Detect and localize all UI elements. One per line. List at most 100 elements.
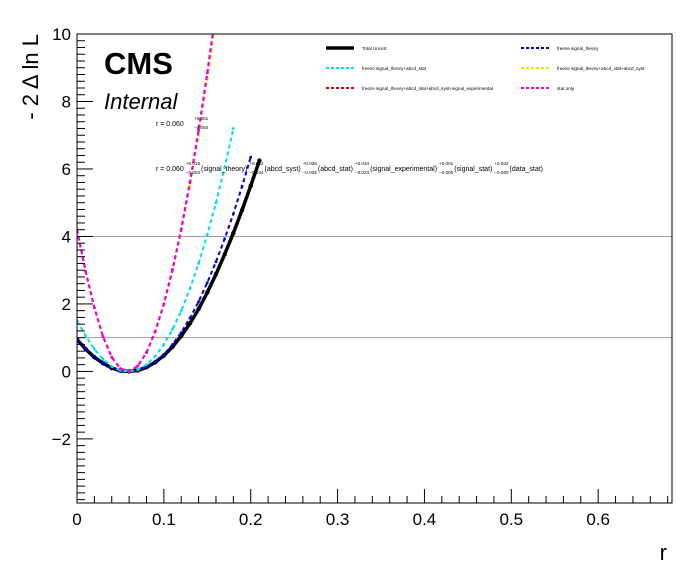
annotation-2-term: (signal_theory) — [201, 166, 247, 173]
data-point — [92, 355, 96, 359]
data-point — [214, 201, 218, 205]
x-tick-label: 0.1 — [152, 510, 176, 529]
annotation-2-term: (abcd_stat) — [318, 166, 353, 173]
data-point — [153, 360, 157, 364]
y-tick-label: 10 — [52, 25, 71, 44]
data-point — [171, 343, 174, 346]
data-point — [223, 237, 227, 241]
y-tick-label: 0 — [62, 362, 71, 381]
data-point — [179, 331, 183, 335]
legend-entry: Total Uncert. — [362, 46, 388, 51]
annotation-2-main: r = 0.060 — [156, 166, 184, 173]
data-point — [179, 309, 183, 313]
data-point — [187, 321, 193, 326]
annotation-2-down: −0.023 — [355, 170, 370, 175]
x-axis-ticks: 0 0.1 0.2 0.3 0.4 0.5 0.6 — [72, 489, 669, 529]
data-point — [257, 158, 262, 163]
annotation-2-up: +0.034 — [355, 161, 370, 166]
annotation-1-main: r = 0.060 — [156, 121, 184, 128]
annotation-2-up: +0.035 — [303, 161, 318, 166]
y-axis-ticks: −2 0 2 4 6 8 10 — [52, 25, 93, 501]
data-point — [188, 287, 192, 291]
x-axis-title: r — [660, 540, 667, 565]
y-tick-label: −2 — [52, 430, 71, 449]
data-point — [205, 281, 209, 285]
data-point — [188, 184, 192, 188]
data-point — [110, 364, 114, 368]
x-tick-label: 0.5 — [499, 510, 523, 529]
data-point — [197, 300, 201, 303]
annotation-2-down: −0.004 — [186, 170, 201, 175]
annotation-2-term: (signal_experimental) — [370, 166, 437, 173]
annotation-1-up: +0.061 — [194, 116, 209, 121]
data-point — [249, 155, 253, 159]
reference-lines — [77, 235, 672, 339]
x-tick-label: 0 — [72, 510, 81, 529]
data-point — [222, 252, 227, 257]
data-point — [197, 262, 201, 265]
data-point — [188, 181, 192, 184]
data-point — [213, 272, 219, 277]
x-tick-label: 0.2 — [239, 510, 263, 529]
data-point — [145, 365, 148, 369]
data-point — [223, 165, 227, 169]
data-point — [101, 357, 105, 361]
legend-entry: freeze signal_theory+abcd_stat — [362, 66, 427, 71]
data-point — [205, 233, 209, 237]
legend-entry: stat only — [557, 86, 575, 91]
annotation-2-up: +0.019 — [186, 161, 201, 166]
data-point — [248, 183, 253, 189]
y-tick-label: 4 — [62, 227, 71, 246]
annotation-2-down: −0.034 — [249, 170, 264, 175]
data-point — [127, 370, 131, 373]
data-point — [162, 302, 166, 306]
y-tick-label: 2 — [62, 295, 71, 314]
annotation-2-up: +0.001 — [439, 161, 454, 166]
plot-frame — [76, 33, 673, 504]
data-point — [119, 367, 122, 371]
data-point — [162, 353, 166, 356]
annotation-2-down: −0.030 — [494, 170, 509, 175]
x-tick-label: 0.3 — [326, 510, 350, 529]
x-tick-label: 0.4 — [413, 510, 437, 529]
data-point — [92, 306, 96, 310]
data-point — [231, 212, 235, 216]
breakdown-annotation: r = 0.060+0.019−0.004 (signal_theory)+0.0… — [156, 161, 543, 175]
data-point — [84, 270, 88, 273]
legend-entry: freeze signal_theory+abcd_stat+abcd_syst… — [362, 86, 493, 91]
data-point — [179, 227, 183, 231]
data-point — [162, 343, 166, 346]
data-point — [145, 363, 148, 367]
annotation-2-down: −0.000 — [439, 170, 454, 175]
y-tick-label: 8 — [62, 92, 71, 111]
curves — [77, 34, 262, 374]
internal-label: Internal — [104, 89, 178, 114]
legend: Total Uncert. freeze signal_theoryfreeze … — [326, 46, 645, 91]
legend-entry: freeze signal_theory+abcd_stat+abcd_syst — [557, 66, 645, 71]
data-point — [231, 127, 235, 130]
data-point — [84, 347, 88, 351]
cms-label: CMS — [104, 46, 173, 81]
data-point — [214, 260, 218, 264]
data-point — [205, 71, 209, 75]
data-point — [136, 364, 140, 368]
annotation-2-term: (abcd_syst) — [265, 166, 301, 173]
y-tick-label: 6 — [62, 160, 71, 179]
series-line-0 — [77, 159, 262, 374]
annotation-2-up: +0.032 — [494, 161, 509, 166]
data-point — [153, 354, 157, 358]
series-line-1 — [77, 156, 252, 373]
data-point — [188, 316, 192, 320]
data-point — [101, 335, 105, 339]
annotation-2-up: +0.032 — [249, 161, 264, 166]
x-tick-label: 0.6 — [586, 510, 610, 529]
data-point — [92, 347, 96, 351]
y-axis-title: - 2 Δ ln L — [18, 34, 43, 120]
annotation-2-term: (signal_stat) — [454, 166, 492, 173]
annotation-2-down: −0.036 — [303, 170, 318, 175]
data-point — [171, 327, 174, 331]
data-point — [197, 128, 201, 132]
data-point — [240, 185, 244, 188]
data-point — [101, 361, 105, 365]
